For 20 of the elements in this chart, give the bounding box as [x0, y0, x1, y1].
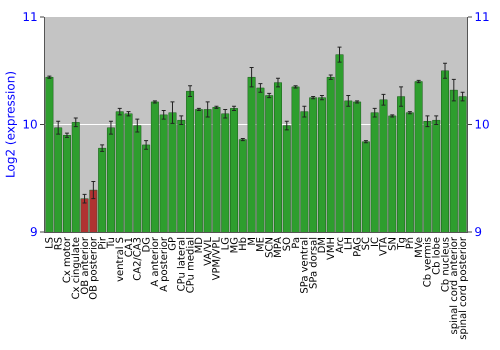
x-tick-label: DG [141, 237, 152, 252]
y2-tick-label: 9 [474, 225, 482, 240]
x-tick-label: GP [168, 237, 179, 251]
y-tick-label: 9 [30, 225, 38, 240]
x-tick-label: RS [53, 237, 64, 250]
x-tick-label: A posterior [158, 236, 170, 292]
x-tick-label: Cb lobe [431, 237, 442, 275]
x-tick-label: OB posterior [88, 236, 100, 300]
x-tick-label: spinal cord posterior [458, 236, 469, 340]
y2-tick-label: 10 [474, 118, 490, 132]
y-axis-title: Log2 (expression) [4, 71, 18, 178]
y-tick-label: 10 [22, 118, 38, 132]
y-tick-label: 11 [22, 10, 38, 24]
x-tick-label: ventral S [114, 237, 126, 282]
x-tick-label: LG [220, 237, 232, 250]
y2-tick-label: 11 [474, 10, 490, 24]
x-tick-label: MVe [414, 237, 425, 258]
x-tick-label: Pa [290, 237, 302, 249]
x-tick-label: Tg [396, 237, 408, 250]
x-tick-label: VMH [326, 237, 337, 260]
